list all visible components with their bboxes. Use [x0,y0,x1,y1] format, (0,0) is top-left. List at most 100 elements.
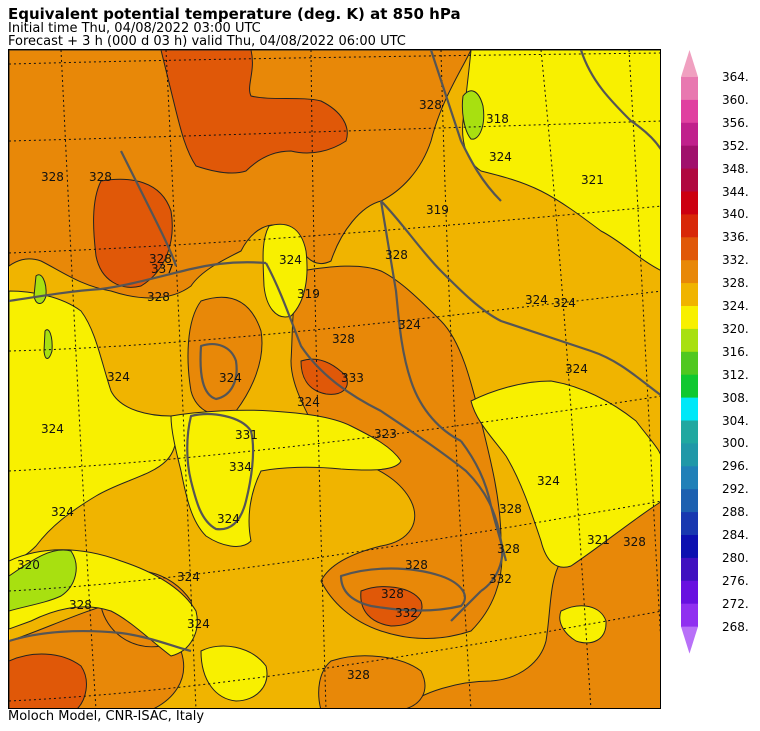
colorbar-label: 296. [722,459,749,474]
contour-label: 323 [374,427,397,441]
contour-label: 324 [177,570,200,584]
field-332-west [93,178,173,288]
field-316-west [9,549,77,612]
colorbar-label: 332. [722,253,749,268]
contour-label: 334 [229,460,252,474]
contour-label: 328 [347,668,370,682]
colorbar-label: 360. [722,92,749,107]
contour-label: 324 [525,293,548,307]
field-320-east [470,380,660,568]
field-320-sardinia-belt [170,409,402,547]
contour-label: 324 [217,512,240,526]
colorbar-label: 288. [722,505,749,520]
theta-e-map: 328 337 328 324 324 324 320 328 324 324 319 328 319 3… [8,49,661,709]
contour-label: 319 [426,203,449,217]
colorbar-cell [681,99,698,124]
contour-label: 328 [149,252,172,266]
coastlines [9,50,660,653]
colorbar-cell [681,374,698,399]
forecast-validity: Forecast + 3 h (000 d 03 h) valid Thu, 0… [8,34,406,49]
colorbar-label: 280. [722,550,749,565]
colorbar-cell [681,283,698,307]
colorbar-label: 324. [722,299,749,313]
colorbar-label: 312. [722,367,749,382]
contour-label: 333 [341,371,364,385]
colorbar-label: 272. [722,596,749,611]
colorbar-cell [681,443,698,467]
colorbar-label: 336. [722,230,749,245]
contour-label: 331 [235,428,258,442]
model-credit: Moloch Model, CNR-ISAC, Italy [8,709,205,724]
colorbar-label: 320. [722,321,749,336]
contour-label: 324 [41,422,64,436]
contour-label: 324 [489,150,512,164]
colorbar-label: 316. [722,344,749,359]
contour-label: 328 [41,170,64,184]
initial-time: Initial time Thu, 04/08/2022 03:00 UTC [8,21,261,36]
colorbar-cell [681,603,698,628]
colorbar-cell [681,557,698,582]
contour-label: 324 [51,505,74,519]
colorbar-cell [681,397,698,421]
field-332-alps [160,50,348,174]
contour-label: 328 [419,98,442,112]
field-316-west-small-2 [43,329,53,359]
contour-label: 324 [219,371,242,385]
field-332-south [360,586,423,627]
contour-label: 328 [497,542,520,556]
contour-labels: 3283373283243243243203283243243193283193… [17,98,646,682]
contour-label: 324 [107,370,130,384]
contour-label: 324 [565,362,588,376]
contour-label: 328 [69,598,92,612]
colorbar-label: 308. [722,390,749,405]
colorbar-cell [681,77,698,101]
contour-label: 328 [381,587,404,601]
contour-label: 328 [89,170,112,184]
colorbar-label: 364. [722,70,749,84]
contour-label: 328 [499,502,522,516]
contour-label: 321 [581,173,604,187]
colorbar-cell [681,351,698,376]
chart-title: Equivalent potential temperature (deg. K… [8,5,461,23]
colorbar-cell [681,535,698,559]
colorbar-cell [681,580,698,605]
contour-label: 328 [623,535,646,549]
colorbar-label: 284. [722,528,749,542]
colorbar-label: 344. [722,184,749,199]
colorbar-cell [681,191,698,215]
field-332-east-tip [300,358,348,395]
colorbar-cell [681,489,698,513]
contour-label: 337 [151,262,174,276]
field-328-south-island [318,655,426,708]
colorbar-cell [681,328,698,353]
colorbar-cell [681,420,698,444]
contour-label: 324 [279,253,302,267]
contour-label: 324 [553,296,576,310]
contour-label: 324 [537,474,560,488]
field-320-south-sicily [559,605,607,644]
field-332-sw-corner [9,653,87,708]
contour-label: 321 [587,533,610,547]
colorbar-label: 352. [722,138,749,153]
contour-label: 324 [398,318,421,332]
contour-label: 328 [147,290,170,304]
field-320-adriatic [262,223,308,318]
contour-label: 332 [395,606,418,620]
contour-label: 328 [405,558,428,572]
contour-label: 324 [187,617,210,631]
colorbar-label: 292. [722,482,749,497]
contour-label: 320 [17,558,40,572]
colorbar-label: 304. [722,413,749,428]
contour-label: 324 [297,395,320,409]
colorbar-label: 328. [722,276,749,291]
colorbar-label: 356. [722,115,749,130]
contour-label: 332 [489,572,512,586]
colorbar-cell [681,512,698,536]
colorbar-label: 268. [722,619,749,634]
colorbar-label: 348. [722,161,749,176]
colorbar-label: 340. [722,207,749,222]
colorbar-cell [681,122,698,147]
colorbar-cell [681,168,698,192]
colorbar-max-arrow [681,50,698,77]
